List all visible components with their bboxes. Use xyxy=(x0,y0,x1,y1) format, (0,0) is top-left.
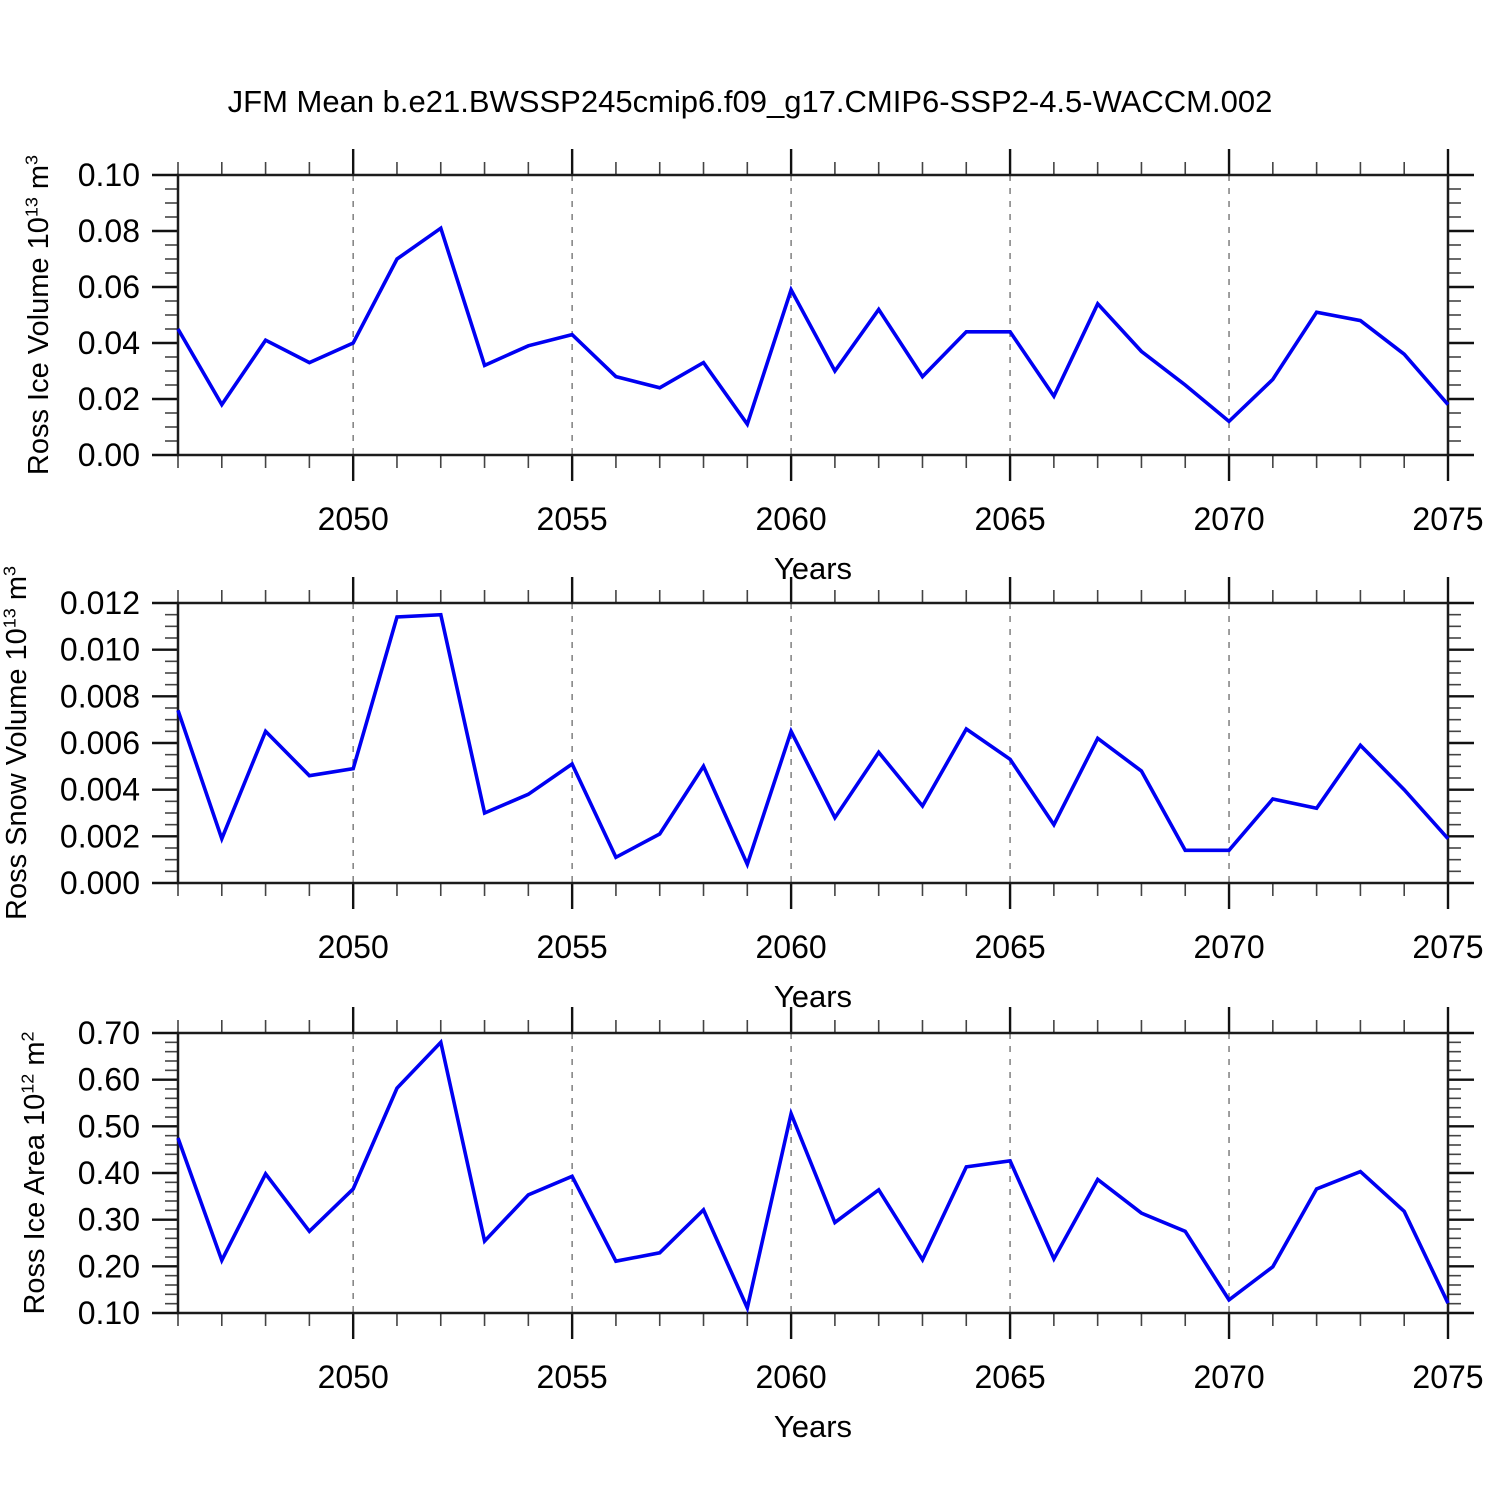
data-line xyxy=(176,1038,1450,1314)
y-tick-label: 0.70 xyxy=(78,1015,140,1051)
y-tick-label: 0.10 xyxy=(78,157,140,193)
y-tick-label: 0.006 xyxy=(60,725,140,761)
y-axis-title-text: Ross Snow Volume 10 xyxy=(1,628,33,920)
y-tick-label: 0.60 xyxy=(78,1062,140,1098)
y-tick-label: 0.002 xyxy=(60,818,140,854)
x-tick-label: 2065 xyxy=(974,929,1045,965)
x-tick-label: 2075 xyxy=(1412,1359,1483,1395)
x-tick-label: 2065 xyxy=(974,501,1045,537)
y-tick-label: 0.30 xyxy=(78,1202,140,1238)
x-tick-label: 2055 xyxy=(537,929,608,965)
x-tick-label: 2055 xyxy=(537,501,608,537)
x-tick-label: 2060 xyxy=(756,501,827,537)
y-tick-label: 0.000 xyxy=(60,865,140,901)
data-line xyxy=(176,612,1450,870)
x-tick-label: 2050 xyxy=(318,929,389,965)
x-tick-label: 2060 xyxy=(756,1359,827,1395)
x-axis-title-years-middle: Years xyxy=(773,979,853,1014)
y-axis-title-ice-volume: Ross Ice Volume 1013 m3 xyxy=(21,115,57,515)
x-tick-label: 2070 xyxy=(1193,1359,1264,1395)
y-axis-title-exponent: 12 xyxy=(17,1073,38,1094)
y-tick-label: 0.012 xyxy=(60,585,140,621)
x-tick-label: 2075 xyxy=(1412,929,1483,965)
y-axis-title-text: m xyxy=(23,164,55,198)
y-axis-title-text: Ross Ice Volume 10 xyxy=(23,217,55,476)
panel-frame xyxy=(176,601,1450,885)
data-line xyxy=(176,225,1450,429)
y-tick-label: 0.004 xyxy=(60,772,140,808)
panel-frame xyxy=(176,1031,1450,1315)
y-tick-label: 0.008 xyxy=(60,678,140,714)
y-axis-title-exponent: 3 xyxy=(0,566,20,576)
figure-title: JFM Mean b.e21.BWSSP245cmip6.f09_g17.CMI… xyxy=(227,84,1273,119)
y-tick-label: 0.08 xyxy=(78,213,140,249)
y-axis-title-snow-volume: Ross Snow Volume 1013 m3 xyxy=(0,543,35,943)
y-tick-label: 0.02 xyxy=(78,381,140,417)
y-axis-title-text: Ross Ice Area 10 xyxy=(19,1093,51,1315)
y-axis-title-exponent: 13 xyxy=(0,608,20,629)
panel-frame xyxy=(176,173,1450,457)
x-tick-label: 2070 xyxy=(1193,501,1264,537)
y-axis-title-exponent: 13 xyxy=(21,197,42,218)
y-tick-label: 0.00 xyxy=(78,437,140,473)
x-axis-title-years-bottom: Years xyxy=(773,1409,853,1444)
y-axis-title-exponent: 3 xyxy=(21,154,42,165)
x-tick-label: 2050 xyxy=(318,501,389,537)
y-tick-label: 0.06 xyxy=(78,269,140,305)
y-tick-label: 0.10 xyxy=(78,1295,140,1331)
x-axis-title-years-top: Years xyxy=(773,551,853,586)
y-tick-label: 0.20 xyxy=(78,1248,140,1284)
x-tick-label: 2075 xyxy=(1412,501,1483,537)
x-tick-label: 2070 xyxy=(1193,929,1264,965)
y-axis-title-text: m xyxy=(19,1041,51,1074)
y-axis-title-text: m xyxy=(1,576,33,609)
y-axis-title-exponent: 2 xyxy=(17,1031,38,1042)
y-tick-label: 0.50 xyxy=(78,1108,140,1144)
x-tick-label: 2055 xyxy=(537,1359,608,1395)
y-tick-label: 0.04 xyxy=(78,325,140,361)
x-tick-label: 2060 xyxy=(756,929,827,965)
y-axis-title-ice-area: Ross Ice Area 1012 m2 xyxy=(17,973,53,1373)
x-tick-label: 2050 xyxy=(318,1359,389,1395)
y-tick-label: 0.010 xyxy=(60,632,140,668)
x-tick-label: 2065 xyxy=(974,1359,1045,1395)
y-tick-label: 0.40 xyxy=(78,1155,140,1191)
